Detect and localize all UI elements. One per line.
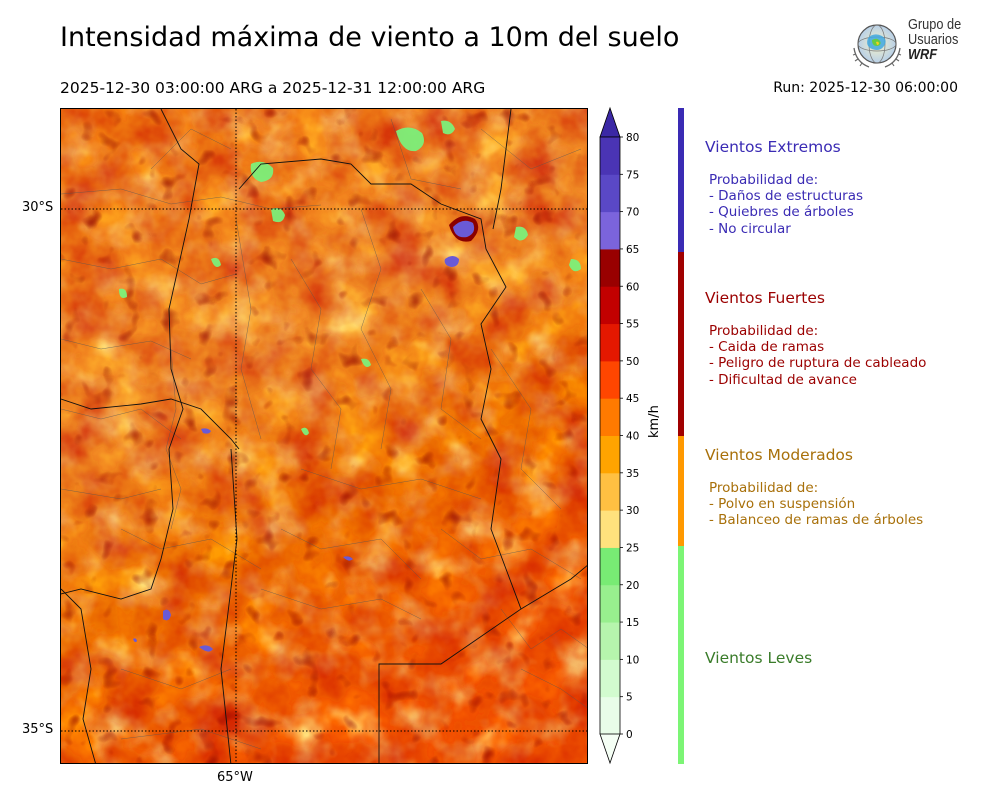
logo-line-1: Grupo de [908,17,962,33]
colorbar-tick-label: 60 [626,281,639,293]
colorbar-tick-label: 65 [626,244,639,256]
colorbar-tick-label: 40 [626,431,639,443]
legend-bar-fuertes [678,252,684,436]
colorbar-swatch [600,323,620,362]
legend-line: - Caida de ramas [709,339,825,356]
colorbar-swatch [600,472,620,511]
legend-line: - Balanceo de ramas de árboles [709,512,924,529]
colorbar-swatch [600,659,620,698]
wrf-logo: Grupo de Usuarios WRF [848,18,973,72]
legend-bar-extremos [678,108,684,252]
legend-line: - Quiebres de árboles [709,204,854,221]
colorbar-tick-label: 25 [626,542,639,554]
colorbar-swatch [600,286,620,325]
legend-line: - Dificultad de avance [709,371,857,388]
legend-line: Probabilidad de: [709,323,819,339]
chart-title: Intensidad máxima de viento a 10m del su… [60,22,680,53]
legend-desc-fuertes: Probabilidad de: - Caida de ramas - Peli… [709,323,926,388]
colorbar-tick-label: 80 [626,132,639,144]
colorbar-swatch [600,137,620,175]
forecast-period: 2025-12-30 03:00:00 ARG a 2025-12-31 12:… [60,79,486,97]
colorbar-swatch [600,398,620,436]
colorbar-tick-label: 20 [626,580,639,592]
colorbar-unit-label: km/h [647,405,662,438]
colorbar-tick-label: 55 [626,319,639,331]
wind-colorbar: 0 5 10 15 20 25 30 35 40 45 50 55 60 65 70 75 80 [596,105,656,770]
logo-line-2: Usuarios [908,32,959,48]
legend-desc-extremos: Probabilidad de: - Daños de estructuras … [709,172,863,237]
colorbar-graphic: 0 5 10 15 20 25 30 35 40 45 50 55 60 65 70 75 80 [599,106,639,765]
legend-line: - No circular [709,220,791,237]
legend-bar-moderados [678,436,684,546]
legend-title-fuertes: Vientos Fuertes [705,289,825,307]
legend-title-leves: Vientos Leves [705,649,813,667]
colorbar-tick-label: 70 [626,207,639,219]
globe-emblem-icon [852,24,902,68]
colorbar-swatch [600,211,620,250]
colorbar-tick-label: 5 [626,692,633,704]
colorbar-tick-label: 10 [626,654,639,666]
colorbar-swatch [600,248,620,287]
colorbar-tick-label: 75 [626,169,639,181]
legend-line: Probabilidad de: [709,480,819,496]
colorbar-swatch [600,696,620,735]
legend-desc-moderados: Probabilidad de: - Polvo en suspensión -… [709,480,923,529]
colorbar-swatch [600,622,620,660]
legend-line: - Peligro de ruptura de cableado [709,355,927,372]
extreme-wind-cells [133,216,479,652]
colorbar-tick-label: 30 [626,505,639,517]
legend-line: - Polvo en suspensión [709,496,856,513]
colorbar-tick-label: 50 [626,356,639,368]
lat-label-30S: 30°S [22,200,54,215]
colorbar-swatch [600,547,620,586]
colorbar-swatch [600,584,620,623]
legend-title-moderados: Vientos Moderados [705,446,853,464]
colorbar-under-extension [599,733,621,765]
lat-label-35S: 35°S [22,722,54,737]
legend-line: Probabilidad de: [709,172,819,188]
legend-title-extremos: Vientos Extremos [705,138,841,156]
colorbar-tick-label: 15 [626,617,639,629]
colorbar-swatch [600,174,620,213]
colorbar-tick-label: 35 [626,468,639,480]
colorbar-tick-label: 45 [626,393,639,405]
logo-line-3: WRF [908,47,938,63]
colorbar-swatch [600,510,620,548]
colorbar-swatch [600,435,620,474]
colorbar-over-extension [599,106,621,138]
wind-field-plot [61,109,587,763]
legend-bar-leves [678,546,684,764]
colorbar-swatch [600,360,620,399]
logo-text: Grupo de Usuarios WRF [908,18,961,63]
colorbar-tick-label: 0 [626,729,633,741]
run-timestamp: Run: 2025-12-30 06:00:00 [773,80,958,96]
lon-label-65W: 65°W [217,770,253,785]
wind-map [60,108,588,764]
legend-line: - Daños de estructuras [709,188,864,205]
